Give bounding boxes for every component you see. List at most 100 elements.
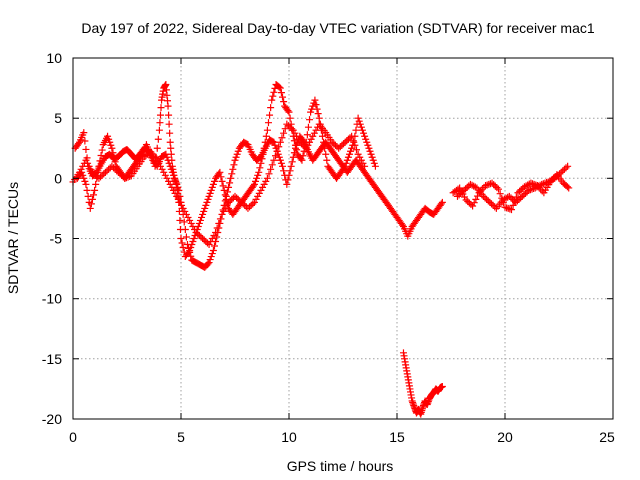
y-tick-marks bbox=[73, 57, 613, 420]
data-point bbox=[310, 129, 318, 137]
data-point bbox=[343, 137, 351, 145]
y-tick-label: -5 bbox=[50, 231, 63, 247]
data-point bbox=[92, 180, 100, 188]
data-point bbox=[277, 159, 285, 167]
data-point bbox=[517, 186, 525, 194]
data-point bbox=[438, 383, 446, 391]
data-point bbox=[105, 165, 113, 173]
data-point bbox=[210, 242, 218, 250]
data-point bbox=[347, 147, 355, 155]
y-tick-label: -10 bbox=[42, 291, 62, 307]
data-point bbox=[186, 216, 194, 224]
data-point bbox=[220, 207, 228, 215]
data-point bbox=[312, 101, 320, 109]
data-point bbox=[559, 167, 567, 175]
data-point bbox=[273, 147, 281, 155]
data-point bbox=[495, 185, 503, 193]
data-point bbox=[247, 201, 255, 209]
data-point bbox=[87, 165, 95, 173]
data-point bbox=[302, 144, 310, 152]
data-point bbox=[479, 192, 487, 200]
data-point bbox=[195, 231, 203, 239]
data-point bbox=[239, 200, 247, 208]
data-point bbox=[484, 197, 492, 205]
data-point bbox=[511, 197, 519, 205]
data-point bbox=[470, 199, 478, 207]
data-point bbox=[92, 171, 100, 179]
data-point bbox=[355, 117, 363, 125]
data-point bbox=[564, 162, 572, 170]
data-point bbox=[90, 191, 98, 199]
data-point bbox=[82, 180, 90, 188]
data-point bbox=[192, 228, 200, 236]
data-point bbox=[116, 170, 124, 178]
data-point bbox=[156, 111, 164, 119]
data-point bbox=[118, 171, 126, 179]
data-point bbox=[437, 200, 445, 208]
data-point bbox=[167, 150, 175, 158]
x-axis-label: GPS time / hours bbox=[287, 458, 394, 474]
data-point bbox=[299, 152, 307, 160]
data-point bbox=[206, 256, 214, 264]
data-point bbox=[493, 184, 501, 192]
data-point bbox=[349, 137, 357, 145]
data-point bbox=[227, 174, 235, 182]
y-tick-label: -15 bbox=[42, 351, 62, 367]
data-point bbox=[205, 241, 213, 249]
data-point bbox=[198, 213, 206, 221]
data-point bbox=[348, 132, 356, 140]
data-point bbox=[189, 222, 197, 230]
data-point bbox=[290, 137, 298, 145]
data-point bbox=[209, 247, 217, 255]
data-point bbox=[263, 126, 271, 134]
data-point bbox=[499, 199, 507, 207]
x-tick-label: 10 bbox=[281, 429, 297, 445]
data-point bbox=[313, 105, 321, 113]
data-point bbox=[507, 194, 515, 202]
data-point bbox=[234, 195, 242, 203]
data-point bbox=[111, 165, 119, 173]
data-point bbox=[504, 193, 512, 201]
data-point bbox=[176, 216, 184, 224]
data-point bbox=[505, 192, 513, 200]
y-tick-label: -20 bbox=[42, 411, 62, 427]
data-point bbox=[156, 162, 164, 170]
x-tick-label: 20 bbox=[497, 429, 513, 445]
data-point bbox=[288, 158, 296, 166]
data-point bbox=[356, 120, 364, 128]
data-point bbox=[293, 146, 301, 154]
data-point bbox=[283, 120, 291, 128]
data-point bbox=[560, 165, 568, 173]
data-point bbox=[488, 179, 496, 187]
data-point bbox=[486, 180, 494, 188]
data-point bbox=[366, 147, 374, 155]
data-point bbox=[506, 205, 514, 213]
data-point bbox=[166, 129, 174, 137]
data-point bbox=[205, 192, 213, 200]
data-point bbox=[529, 180, 537, 188]
data-point bbox=[209, 180, 217, 188]
data-point bbox=[81, 177, 89, 185]
data-point bbox=[356, 153, 364, 161]
data-point bbox=[77, 165, 85, 173]
data-point bbox=[351, 141, 359, 149]
data-point bbox=[361, 132, 369, 140]
data-point bbox=[82, 145, 90, 153]
data-point bbox=[233, 150, 241, 158]
data-point bbox=[265, 170, 273, 178]
data-point bbox=[203, 198, 211, 206]
data-point bbox=[469, 202, 477, 210]
data-point bbox=[255, 168, 263, 176]
data-point bbox=[264, 119, 272, 127]
data-point bbox=[187, 219, 195, 227]
data-point bbox=[158, 165, 166, 173]
data-point bbox=[279, 162, 287, 170]
data-point bbox=[260, 144, 268, 152]
data-point bbox=[367, 150, 375, 158]
data-point bbox=[207, 253, 215, 261]
data-point bbox=[268, 161, 276, 169]
data-point bbox=[210, 231, 218, 239]
data-point bbox=[109, 149, 117, 157]
data-point bbox=[462, 196, 470, 204]
data-point bbox=[98, 146, 106, 154]
